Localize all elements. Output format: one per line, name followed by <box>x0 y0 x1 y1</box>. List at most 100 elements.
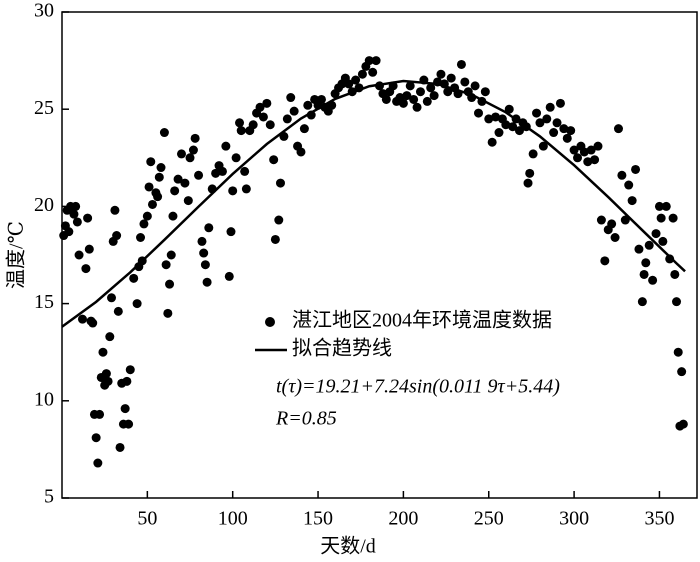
data-point <box>235 118 245 128</box>
data-point <box>236 126 246 136</box>
legend-label: 湛江地区2004年环境温度数据 <box>292 309 552 332</box>
x-tick-label: 100 <box>218 508 248 530</box>
data-point <box>316 94 326 104</box>
data-point <box>286 93 296 103</box>
data-point <box>573 153 583 163</box>
data-point <box>673 347 683 357</box>
data-point <box>190 133 200 143</box>
annotation: t(τ)=19.21+7.24sin(0.011 9τ+5.44) <box>276 376 560 398</box>
data-point <box>103 376 113 386</box>
data-point <box>228 186 238 196</box>
data-point <box>415 87 425 97</box>
data-point <box>446 73 456 83</box>
data-point <box>107 293 117 303</box>
data-point <box>668 213 678 223</box>
data-point <box>357 69 367 79</box>
data-point <box>590 155 600 165</box>
legend-marker <box>265 317 275 327</box>
data-point <box>156 163 166 173</box>
data-point <box>211 168 221 178</box>
data-point <box>241 184 251 194</box>
data-point <box>299 124 309 134</box>
data-point <box>139 219 149 229</box>
data-point <box>110 205 120 215</box>
data-point <box>188 145 198 155</box>
y-tick-label: 10 <box>34 388 54 410</box>
data-point <box>344 79 354 89</box>
data-point <box>631 164 641 174</box>
data-point <box>508 122 518 132</box>
data-point <box>658 236 668 246</box>
data-point <box>487 137 497 147</box>
data-point <box>364 56 374 66</box>
data-point <box>559 124 569 134</box>
data-point <box>637 297 647 307</box>
data-point <box>74 250 84 260</box>
data-point <box>275 178 285 188</box>
data-point <box>274 215 284 225</box>
data-point <box>165 279 175 289</box>
data-point <box>504 104 514 114</box>
data-point <box>569 145 579 155</box>
data-point <box>147 199 157 209</box>
data-point <box>593 141 603 151</box>
data-point <box>240 166 250 176</box>
data-point <box>64 227 74 237</box>
data-point <box>224 271 234 281</box>
data-point <box>409 94 419 104</box>
data-point <box>617 170 627 180</box>
data-point <box>69 209 79 219</box>
data-point <box>641 258 651 268</box>
data-point <box>480 87 490 97</box>
data-point <box>528 149 538 159</box>
data-point <box>514 126 524 136</box>
data-point <box>270 234 280 244</box>
data-point <box>429 91 439 101</box>
data-point <box>549 128 559 138</box>
data-point <box>159 128 169 138</box>
data-point <box>113 306 123 316</box>
data-point <box>136 233 146 243</box>
data-point <box>231 153 241 163</box>
data-point <box>95 409 105 419</box>
data-point <box>183 196 193 206</box>
data-point <box>596 215 606 225</box>
y-tick-label: 30 <box>34 0 54 22</box>
data-point <box>456 59 466 69</box>
data-point <box>296 147 306 157</box>
x-tick-label: 150 <box>303 508 333 530</box>
x-tick-label: 300 <box>559 508 589 530</box>
data-point <box>221 141 231 151</box>
data-point <box>303 100 313 110</box>
data-point <box>265 120 275 130</box>
data-point <box>153 192 163 202</box>
data-point <box>620 215 630 225</box>
data-point <box>255 102 265 112</box>
data-point <box>166 250 176 260</box>
data-point <box>627 196 637 206</box>
data-point <box>83 213 93 223</box>
data-point <box>204 223 214 233</box>
data-point <box>93 458 103 468</box>
legend-label: 拟合趋势线 <box>292 337 392 360</box>
data-point <box>120 404 130 414</box>
data-point <box>398 98 408 108</box>
data-point <box>607 219 617 229</box>
data-point <box>656 213 666 223</box>
data-point <box>639 269 649 279</box>
data-point <box>405 81 415 91</box>
data-point <box>562 133 572 143</box>
data-point <box>670 269 680 279</box>
data-point <box>600 256 610 266</box>
data-point <box>634 244 644 254</box>
y-tick-label: 20 <box>34 194 54 216</box>
data-point <box>579 147 589 157</box>
data-point <box>402 91 412 101</box>
data-point <box>84 244 94 254</box>
data-point <box>81 264 91 274</box>
data-point <box>185 153 195 163</box>
data-point <box>88 318 98 328</box>
data-point <box>115 442 125 452</box>
data-point <box>501 120 511 130</box>
